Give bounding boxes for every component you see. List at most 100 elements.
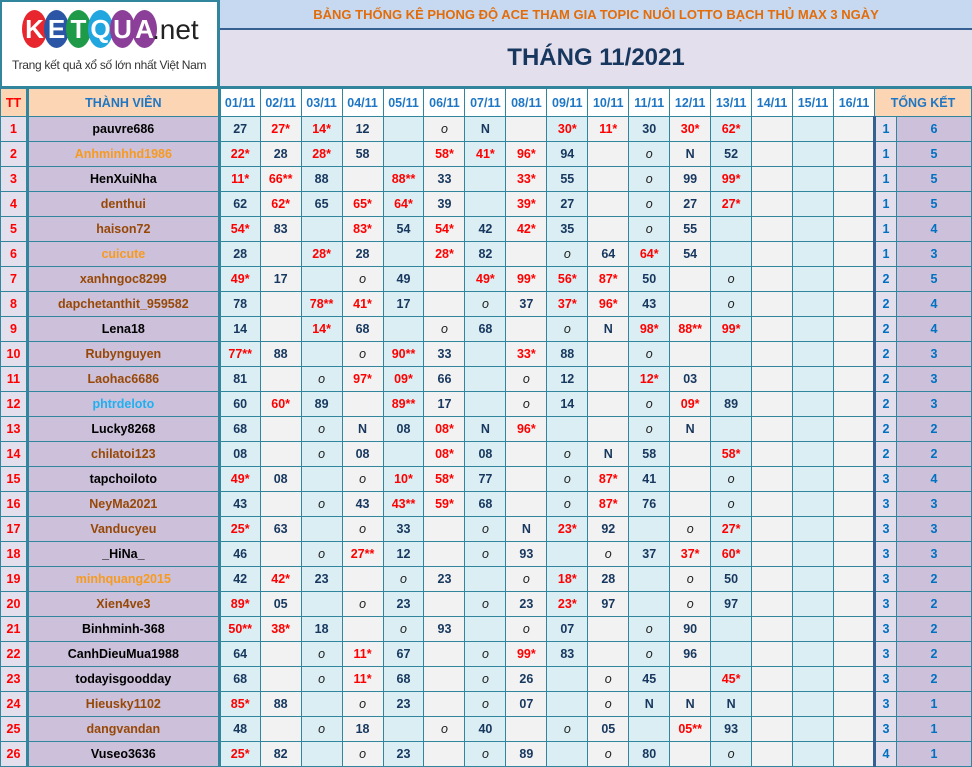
hit-cell: 54* [423,216,466,242]
day-cell: 41 [628,466,671,492]
table-row: 9 Lena18 14 14* 68 o 68 o N 98* 88** 99* 2 4 [0,316,972,342]
day-cell [751,616,794,642]
hit-cell: 39* [505,191,548,217]
hit-cell: 11* [341,641,384,667]
day-cell [587,191,630,217]
day-cell [259,541,302,567]
member-name: Lucky8268 [25,416,221,442]
hit-cell: 87* [587,266,630,292]
day-cell: 99 [669,166,712,192]
day-cell: 39 [423,191,466,217]
day-cell: 05 [587,716,630,742]
hit-cell: 99* [505,266,548,292]
day-cell [751,341,794,367]
row-number: 1 [0,116,28,142]
day-cell [792,616,835,642]
summary-level: 3 [872,716,897,742]
day-cell [464,191,507,217]
hit-cell: 23* [546,516,589,542]
day-cell: 17 [423,391,466,417]
day-cell [382,441,425,467]
hit-cell: 18* [546,566,589,592]
day-cell [833,141,875,167]
day-cell [259,491,302,517]
day-cell [792,641,835,667]
hit-cell: 62* [710,116,753,142]
day-cell: 26 [505,666,548,692]
hit-cell: 54* [218,216,261,242]
row-number: 2 [0,141,28,167]
day-cell: o [710,291,753,317]
day-cell [259,716,302,742]
day-cell [259,291,302,317]
day-cell [669,441,712,467]
day-cell [464,341,507,367]
day-cell: o [710,491,753,517]
day-cell [669,666,712,692]
day-cell [833,741,875,767]
day-cell: o [341,691,384,717]
col-day: 08/11 [505,88,548,117]
summary-hits: 4 [895,316,972,342]
day-cell [669,341,712,367]
row-number: 25 [0,716,28,742]
day-cell [833,516,875,542]
summary-level: 1 [872,141,897,167]
day-cell: o [464,741,507,767]
table-row: 18 _HiNa_ 46 o 27** 12 o 93 o 37 37* 60* 3 3 [0,541,972,567]
day-cell [341,166,384,192]
row-number: 7 [0,266,28,292]
day-cell: o [464,291,507,317]
day-cell [710,366,753,392]
day-cell [792,741,835,767]
day-cell: o [628,416,671,442]
hit-cell: 09* [382,366,425,392]
hit-cell: 88** [669,316,712,342]
day-cell [587,391,630,417]
row-number: 26 [0,741,28,767]
hit-cell: 90** [382,341,425,367]
hit-cell: 98* [628,316,671,342]
day-cell [833,466,875,492]
day-cell [751,491,794,517]
stats-table: TT THÀNH VIÊN 01/11 02/11 03/11 04/11 05/11 0… [0,88,972,767]
hit-cell: 41* [341,291,384,317]
day-cell [833,166,875,192]
day-cell [382,141,425,167]
day-cell: 43 [341,491,384,517]
day-cell [751,516,794,542]
summary-level: 2 [872,316,897,342]
day-cell [546,691,589,717]
summary-hits: 2 [895,416,972,442]
hit-cell: 28* [423,241,466,267]
day-cell: 12 [341,116,384,142]
member-name: _HiNa_ [25,541,221,567]
day-cell [751,666,794,692]
day-cell: o [300,441,343,467]
day-cell: 68 [218,416,261,442]
day-cell [259,416,302,442]
day-cell [505,716,548,742]
day-cell [628,591,671,617]
day-cell: 81 [218,366,261,392]
col-day: 07/11 [464,88,507,117]
day-cell [546,416,589,442]
summary-hits: 4 [895,216,972,242]
day-cell: 89 [505,741,548,767]
day-cell [833,441,875,467]
day-cell: o [341,466,384,492]
hit-cell: 49* [464,266,507,292]
summary-hits: 3 [895,541,972,567]
day-cell: 03 [669,366,712,392]
summary-hits: 3 [895,391,972,417]
member-name: Vuseo3636 [25,741,221,767]
day-cell: o [710,266,753,292]
day-cell: 33 [382,516,425,542]
summary-hits: 2 [895,666,972,692]
hit-cell: 14* [300,116,343,142]
day-cell: 88 [300,166,343,192]
day-cell: 65 [300,191,343,217]
day-cell [423,541,466,567]
day-cell: 27 [546,191,589,217]
